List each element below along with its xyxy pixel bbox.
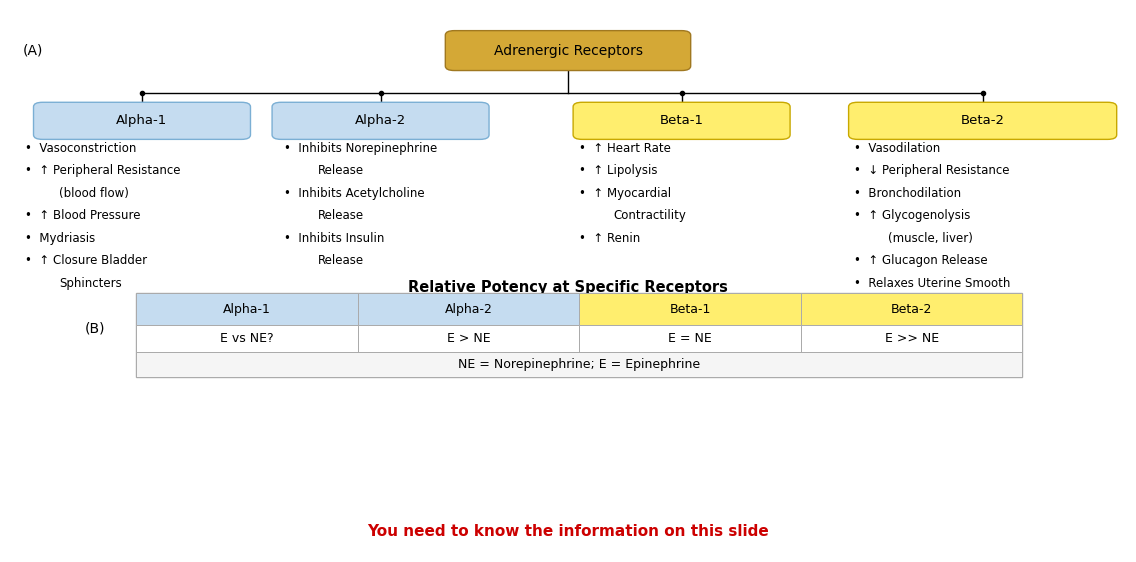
Text: Alpha-2: Alpha-2	[444, 303, 493, 316]
Text: E >> NE: E >> NE	[885, 332, 938, 345]
Bar	[579, 325, 801, 352]
Bar	[358, 293, 579, 325]
Text: Contractility: Contractility	[613, 209, 686, 222]
Text: Release: Release	[318, 164, 365, 177]
Text: Relative Potency at Specific Receptors: Relative Potency at Specific Receptors	[408, 280, 728, 295]
Text: Beta-2: Beta-2	[891, 303, 933, 316]
FancyBboxPatch shape	[445, 31, 691, 70]
Text: Alpha-2: Alpha-2	[354, 114, 407, 128]
FancyBboxPatch shape	[573, 102, 791, 139]
Text: Beta-1: Beta-1	[660, 114, 703, 128]
Bar	[801, 325, 1022, 352]
Text: (B): (B)	[85, 322, 106, 336]
Bar	[579, 293, 801, 325]
Bar	[136, 325, 358, 352]
Text: Alpha-1: Alpha-1	[116, 114, 168, 128]
Text: (muscle, liver): (muscle, liver)	[888, 232, 974, 244]
Text: •  ↑ Renin: • ↑ Renin	[579, 232, 641, 244]
Text: You need to know the information on this slide: You need to know the information on this…	[367, 524, 769, 538]
Text: E vs NE?: E vs NE?	[220, 332, 274, 345]
Text: Release: Release	[318, 254, 365, 267]
Text: •  ↑ Glucagon Release: • ↑ Glucagon Release	[854, 254, 988, 267]
Text: Release: Release	[318, 209, 365, 222]
Text: •  Bronchodilation: • Bronchodilation	[854, 187, 961, 200]
Text: Beta-2: Beta-2	[961, 114, 1004, 128]
Bar	[358, 325, 579, 352]
Text: E = NE: E = NE	[668, 332, 712, 345]
Text: •  Inhibits Insulin: • Inhibits Insulin	[284, 232, 384, 244]
Text: •  ↑ Blood Pressure: • ↑ Blood Pressure	[25, 209, 141, 222]
Text: •  ↑ Glycogenolysis: • ↑ Glycogenolysis	[854, 209, 970, 222]
Text: •  Inhibits Acetylcholine: • Inhibits Acetylcholine	[284, 187, 425, 200]
Text: •  Inhibits Norepinephrine: • Inhibits Norepinephrine	[284, 142, 437, 155]
Bar	[801, 293, 1022, 325]
Text: Muscle: Muscle	[888, 299, 929, 312]
Bar	[136, 352, 1022, 377]
FancyBboxPatch shape	[849, 102, 1117, 139]
Text: •  ↑ Heart Rate: • ↑ Heart Rate	[579, 142, 671, 155]
Text: (A): (A)	[23, 44, 43, 57]
Text: •  ↑ Peripheral Resistance: • ↑ Peripheral Resistance	[25, 164, 181, 177]
Text: NE = Norepinephrine; E = Epinephrine: NE = Norepinephrine; E = Epinephrine	[458, 357, 701, 370]
Text: •  ↓ Peripheral Resistance: • ↓ Peripheral Resistance	[854, 164, 1010, 177]
Text: •  Relaxes Uterine Smooth: • Relaxes Uterine Smooth	[854, 277, 1011, 289]
Text: Sphincters: Sphincters	[59, 277, 122, 289]
Text: •  Vasoconstriction: • Vasoconstriction	[25, 142, 136, 155]
Text: Beta-1: Beta-1	[669, 303, 711, 316]
Text: E > NE: E > NE	[446, 332, 491, 345]
Bar	[136, 293, 358, 325]
Bar	[136, 293, 1022, 377]
Text: •  ↑ Closure Bladder: • ↑ Closure Bladder	[25, 254, 148, 267]
Text: •  ↑ Lipolysis: • ↑ Lipolysis	[579, 164, 658, 177]
Text: (blood flow): (blood flow)	[59, 187, 130, 200]
Text: Alpha-1: Alpha-1	[223, 303, 272, 316]
Text: •  Mydriasis: • Mydriasis	[25, 232, 95, 244]
Text: •  ↑ Myocardial: • ↑ Myocardial	[579, 187, 671, 200]
FancyBboxPatch shape	[273, 102, 488, 139]
Text: Adrenergic Receptors: Adrenergic Receptors	[493, 44, 643, 57]
FancyBboxPatch shape	[34, 102, 250, 139]
Text: •  Vasodilation: • Vasodilation	[854, 142, 941, 155]
